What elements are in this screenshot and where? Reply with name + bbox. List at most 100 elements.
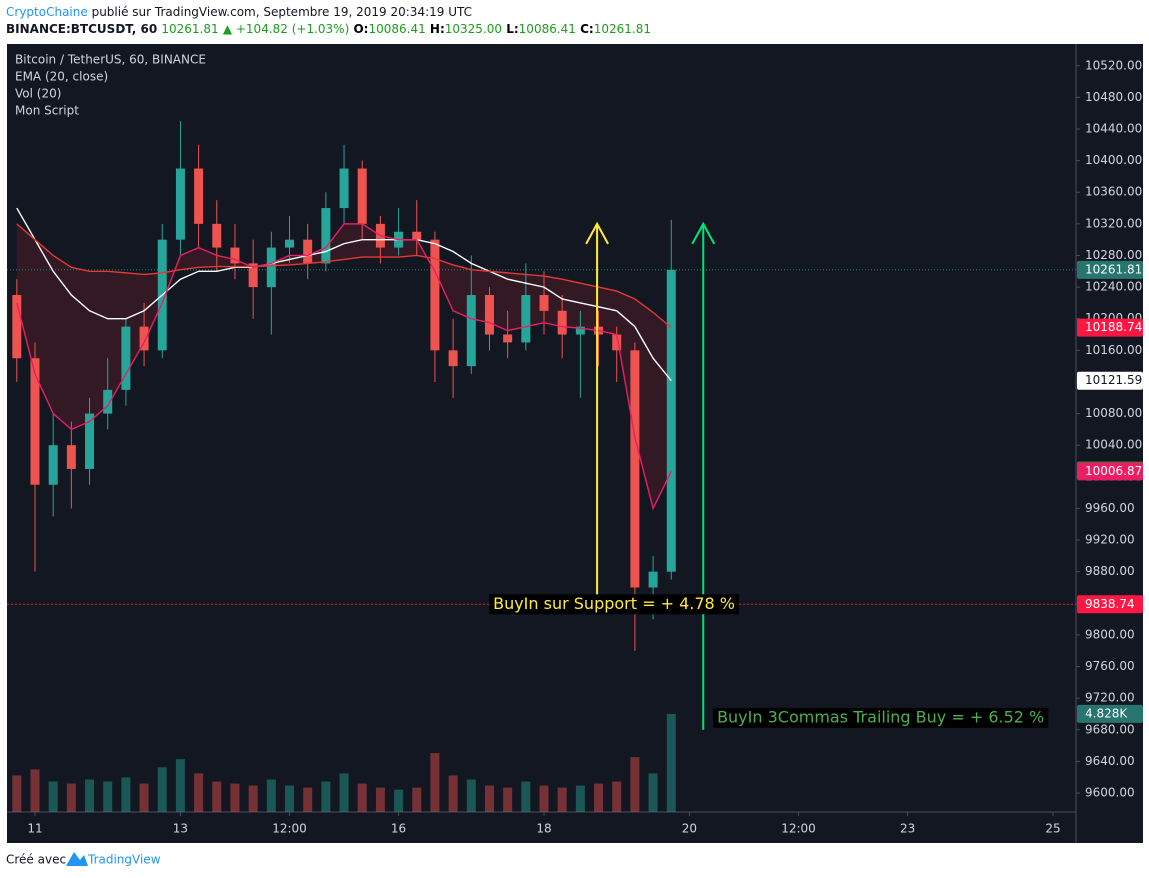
- volume-bar: [503, 787, 513, 812]
- volume-bar: [557, 787, 567, 812]
- volume-bar: [539, 785, 549, 812]
- y-tick-label: 9720.00: [1085, 691, 1135, 705]
- y-tick-label: 9600.00: [1085, 786, 1135, 800]
- o-key: O:: [353, 22, 368, 36]
- volume-bar: [285, 785, 295, 812]
- volume-bar: [394, 789, 404, 812]
- symbol: BINANCE:BTCUSDT, 60: [6, 22, 157, 36]
- y-tick-label: 10400.00: [1085, 153, 1142, 167]
- candle-body: [430, 239, 440, 351]
- candle-body: [321, 208, 331, 264]
- candle-body: [412, 231, 422, 240]
- x-tick-label: 20: [682, 822, 697, 836]
- volume-bar: [412, 787, 422, 812]
- candle-body: [484, 295, 494, 335]
- volume-bar: [175, 759, 185, 812]
- h-key: H:: [430, 22, 445, 36]
- legend-item: EMA (20, close): [15, 70, 108, 84]
- volume-bar: [630, 757, 640, 812]
- candle-body: [30, 358, 40, 485]
- volume-bar: [194, 773, 204, 812]
- candle-body: [557, 310, 567, 335]
- legend-item: Mon Script: [15, 104, 79, 118]
- indicator-line: [16, 207, 672, 382]
- volume-bar: [357, 783, 367, 812]
- x-tick-label: 16: [391, 822, 406, 836]
- y-tick-label: 10360.00: [1085, 185, 1142, 199]
- volume-bar: [648, 773, 658, 812]
- volume-bar: [375, 787, 385, 812]
- candle-body: [648, 571, 658, 588]
- volume-bar: [248, 785, 258, 812]
- volume-bar: [521, 781, 531, 812]
- l-val: 10086.41: [519, 22, 576, 36]
- volume-bar: [666, 713, 676, 812]
- volume-bar: [339, 773, 349, 812]
- volume-bar: [121, 777, 131, 812]
- price-tag-bg: [1077, 462, 1143, 481]
- x-tick-label: 23: [900, 822, 915, 836]
- candle-body: [521, 295, 531, 343]
- x-tick-label: 12:00: [272, 822, 307, 836]
- candle-body: [303, 239, 313, 264]
- volume-bar: [212, 781, 222, 812]
- volume-bar: [12, 775, 22, 812]
- price-tag: 10261.81: [1085, 262, 1142, 276]
- l-key: L:: [506, 22, 518, 36]
- candle-body: [285, 239, 295, 248]
- plot: 9600.00 9640.00 9680.00 9720.00 9760.00 9800.…: [7, 58, 1143, 836]
- volume-bar: [321, 781, 331, 812]
- x-tick-label: 12:00: [781, 822, 816, 836]
- volume-bar: [484, 785, 494, 812]
- annotation: BuyIn 3Commas Trailing Buy = + 6.52 %: [717, 707, 1044, 726]
- price-tag-bg: [1077, 318, 1143, 337]
- volume-bar: [139, 783, 149, 812]
- y-tick-label: 10280.00: [1085, 248, 1142, 262]
- symbol-line: BINANCE:BTCUSDT, 60 10261.81 ▲ +104.82 (…: [6, 22, 651, 36]
- indicator-line: [16, 223, 672, 329]
- price-tag-bg: [1077, 595, 1143, 614]
- footer-brand[interactable]: TradingView: [87, 853, 161, 867]
- price-tag: 4.828K: [1085, 706, 1128, 720]
- candle-body: [121, 326, 131, 390]
- candle-body: [466, 295, 476, 367]
- footer-text: Créé avec: [6, 853, 66, 867]
- x-tick-label: 25: [1045, 822, 1060, 836]
- candle-body: [666, 269, 676, 572]
- y-tick-label: 9920.00: [1085, 533, 1135, 547]
- y-tick-label: 9680.00: [1085, 722, 1135, 736]
- candle-body: [357, 168, 367, 224]
- price-tag-bg: [1077, 260, 1143, 279]
- last: 10261.81: [161, 22, 218, 36]
- arrow-head: [585, 221, 609, 245]
- volume-bar: [430, 753, 440, 812]
- candle-body: [539, 295, 549, 311]
- y-tick-label: 9880.00: [1085, 564, 1135, 578]
- price-tag-bg: [1077, 371, 1143, 390]
- candle-body: [503, 334, 513, 343]
- cloud-fill: [16, 223, 672, 509]
- annotation: BuyIn sur Support = + 4.78 %: [493, 594, 735, 613]
- price-tag: 10121.59: [1085, 373, 1142, 387]
- volume-bar: [230, 783, 240, 812]
- chart-title: Bitcoin / TetherUS, 60, BINANCE: [15, 53, 206, 67]
- candle-body: [48, 445, 58, 485]
- volume-bar: [303, 787, 313, 812]
- y-tick-label: 10520.00: [1085, 58, 1142, 72]
- y-tick-label: 9960.00: [1085, 501, 1135, 515]
- price-tag: 10006.87: [1085, 464, 1142, 478]
- candle-body: [448, 350, 458, 367]
- volume-bar: [266, 779, 276, 812]
- y-tick-label: 10320.00: [1085, 216, 1142, 230]
- author[interactable]: CryptoChaine: [6, 5, 88, 19]
- candle-body: [230, 247, 240, 264]
- y-tick-label: 10240.00: [1085, 280, 1142, 294]
- candle-body: [612, 334, 622, 351]
- candle-body: [630, 350, 640, 588]
- volume-bar: [575, 785, 585, 812]
- candle-body: [212, 223, 222, 248]
- volume-bar: [448, 775, 458, 812]
- annotation-bg: [713, 707, 1049, 728]
- h-val: 10325.00: [445, 22, 502, 36]
